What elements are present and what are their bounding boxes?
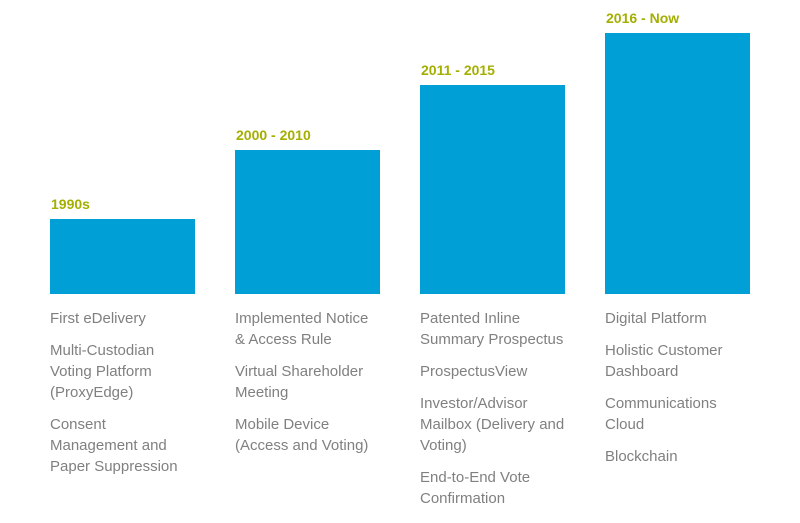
milestone-item: ProspectusView [420, 363, 528, 380]
milestone-list-2016-now: Digital Platform Holistic Customer Dashb… [605, 308, 750, 478]
chart-cell-2016-now: 2016 - Now [605, 0, 750, 294]
chart-cell-1990s: 1990s [50, 0, 195, 294]
era-column-1990s: 1990s First eDelivery Multi-Custodian Vo… [50, 0, 195, 520]
milestone-list-2011-2015: Patented Inline Summary Prospectus Prosp… [420, 308, 565, 520]
era-label-2000-2010: 2000 - 2010 [236, 127, 311, 143]
milestone-item: Digital Platform [605, 310, 707, 327]
era-column-2000-2010: 2000 - 2010 Implemented Notice & Access … [235, 0, 380, 520]
timeline-bar-2000-2010 [235, 150, 380, 294]
era-label-2011-2015: 2011 - 2015 [421, 62, 495, 78]
milestone-list-1990s: First eDelivery Multi-Custodian Voting P… [50, 308, 195, 488]
milestone-list-2000-2010: Implemented Notice & Access Rule Virtual… [235, 308, 380, 467]
milestone-item: First eDelivery [50, 310, 146, 327]
era-label-2016-now: 2016 - Now [606, 10, 680, 26]
milestone-item: Multi-Custodian Voting Platform (ProxyEd… [50, 342, 155, 401]
milestone-item: Investor/Advisor Mailbox (Delivery and V… [420, 395, 565, 454]
milestone-item: Consent Management and Paper Suppression [50, 416, 178, 475]
milestone-item: End-to-End Vote Confirmation [420, 469, 531, 507]
milestone-item: Communications Cloud [605, 395, 717, 433]
chart-cell-2000-2010: 2000 - 2010 [235, 0, 380, 294]
era-column-2011-2015: 2011 - 2015 Patented Inline Summary Pros… [420, 0, 565, 520]
milestone-item: Mobile Device (Access and Voting) [235, 416, 369, 454]
milestone-item: Virtual Shareholder Meeting [235, 363, 364, 401]
era-column-2016-now: 2016 - Now Digital Platform Holistic Cus… [605, 0, 750, 520]
timeline-bar-2011-2015 [420, 85, 565, 294]
milestone-item: Patented Inline Summary Prospectus [420, 310, 564, 348]
era-label-1990s: 1990s [51, 196, 90, 212]
milestone-item: Holistic Customer Dashboard [605, 342, 723, 380]
milestone-item: Blockchain [605, 448, 678, 465]
timeline-bar-2016-now [605, 33, 750, 294]
chart-cell-2011-2015: 2011 - 2015 [420, 0, 565, 294]
timeline-bar-1990s [50, 219, 195, 294]
milestone-item: Implemented Notice & Access Rule [235, 310, 369, 348]
